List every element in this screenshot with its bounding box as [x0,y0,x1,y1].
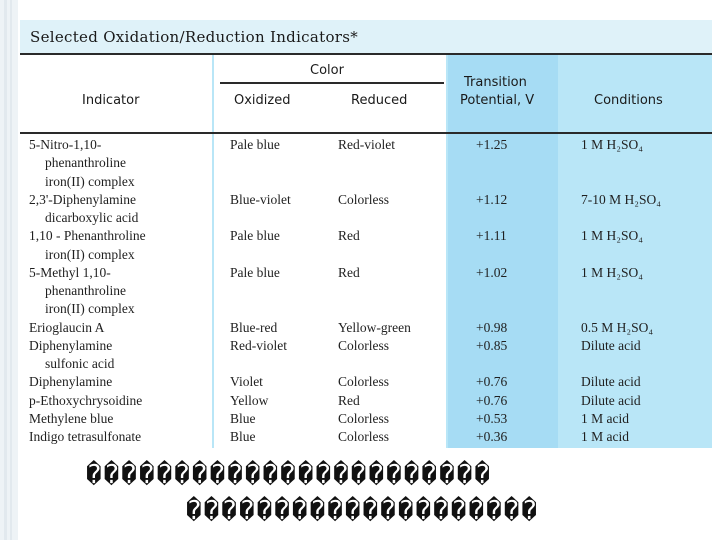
header-transition-line1: Transition [464,75,527,90]
indicator-name: sulfonic acid [45,356,115,371]
conditions: 1 M H₂SO₄ [581,228,643,244]
transition-potential: +1.25 [476,137,508,152]
transition-potential: +0.53 [476,410,508,426]
reduced-color: Colorless [338,429,390,444]
reduced-color: Colorless [338,446,389,448]
transition-potential: +0.76 [476,392,508,408]
oxidized-color: Pale blue [230,228,280,244]
header-bottom-rule [20,132,712,134]
transition-potential: +1.12 [476,191,508,207]
oxidized-color: Violet [230,374,263,390]
oxidized-color: Red-violet [230,337,287,353]
transition-potential: +0.85 [476,337,508,353]
table-title-bar: Selected Oxidation/Reduction Indicators* [20,20,712,55]
conditions: 7-10 M H₂SO₄ [581,191,661,207]
conditions: Dilute acid [581,392,641,408]
decor-stripe [4,0,7,540]
conditions: Dilute acid [581,374,641,390]
header-oxidized: Oxidized [234,93,291,108]
indicator-name: dicarboxylic acid [45,210,139,225]
indicator-name: phenanthroline [45,155,126,171]
decor-stripe [10,0,12,540]
reduced-color: Red [338,228,360,244]
color-column-band [214,53,446,448]
reduced-color: Colorless [338,374,390,390]
indicator-name: Diphenylamine [29,337,113,353]
caption-line-2: �������������������� [186,496,540,526]
indicator-name: Indigo tetrasulfonate [29,429,142,444]
header-indicator: Indicator [82,93,140,108]
indicator-name: 5-Methyl 1,10- [29,264,111,280]
transition-potential: +0.36 [476,429,508,444]
transition-potential: +1.02 [476,264,508,280]
indicator-column-band [20,53,212,448]
reduced-color: Colorless [338,337,390,353]
indicator-name: Diphenylamine [29,374,113,390]
reduced-color: Yellow-green [338,319,411,335]
table-title: Selected Oxidation/Reduction Indicators* [30,28,359,46]
oxidized-color: Blue [230,429,256,444]
indicator-name: 5-Nitro-1,10- [29,137,102,152]
indicator-name: phenanthroline [45,283,126,298]
conditions: 1 M acid [581,410,629,426]
oxidized-color: Yellow [230,392,269,408]
reduced-color: Colorless [338,191,390,207]
indicator-name: p-Ethoxychrysoidine [29,392,143,408]
indicator-name: iron(II) complex [45,301,135,317]
color-group-rule [220,82,444,84]
indicator-name: Phenosafranine [29,446,112,448]
oxidized-color: Blue-red [230,319,278,335]
oxidized-color: Pale blue [230,137,280,152]
conditions: 1 M acid [581,429,629,444]
indicator-table: Selected Oxidation/Reduction Indicators*… [20,20,712,448]
indicator-name: Erioglaucin A [29,319,105,335]
conditions: 1 M H₂SO₄ [581,137,643,152]
reduced-color: Red-violet [338,137,395,152]
transition-column-band [448,53,558,448]
transition-potential: +1.11 [476,228,507,244]
header-color-group: Color [310,63,344,78]
oxidized-color: Blue [230,410,256,426]
transition-potential: +0.76 [476,374,508,390]
indicator-name: 1,10 - Phenanthroline [29,228,146,244]
oxidized-color: Red [230,446,252,448]
indicator-name: 2,3'-Diphenylamine [29,191,137,207]
indicator-name: Methylene blue [29,410,114,426]
transition-potential: +0.98 [476,319,508,335]
conditions: 1 M acid [581,446,629,448]
conditions: 1 M H₂SO₄ [581,264,643,280]
header-reduced: Reduced [351,93,408,108]
header-transition-line2: Potential, V [460,93,535,108]
indicator-name: iron(II) complex [45,246,135,262]
reduced-color: Colorless [338,410,390,426]
conditions: 0.5 M H₂SO₄ [581,319,654,335]
header-conditions: Conditions [594,93,663,108]
oxidized-color: Pale blue [230,264,280,280]
caption-line-1: ����������������������� [86,460,493,490]
conditions: Dilute acid [581,337,641,353]
reduced-color: Red [338,392,360,408]
oxidized-color: Blue-violet [230,191,291,207]
reduced-color: Red [338,264,360,280]
transition-potential: +0.28 [476,446,507,448]
indicator-name: iron(II) complex [45,173,135,189]
slide-left-band [0,0,18,540]
